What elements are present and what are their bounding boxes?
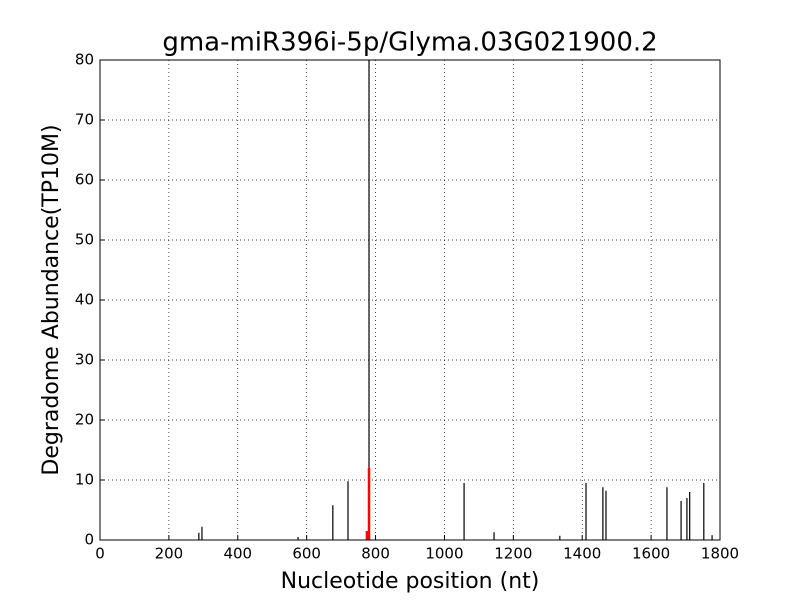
y-tick-label: 0 <box>84 531 94 549</box>
x-tick-label: 400 <box>223 545 252 563</box>
y-axis-label: Degradome Abundance(TP10M) <box>39 124 64 475</box>
x-tick-label: 800 <box>361 545 390 563</box>
x-tick-label: 1400 <box>563 545 601 563</box>
x-tick-label: 1600 <box>632 545 670 563</box>
plot-area <box>99 59 721 541</box>
x-tick-label: 200 <box>155 545 184 563</box>
x-axis-label: Nucleotide position (nt) <box>281 569 540 594</box>
chart-title: gma-miR396i-5p/Glyma.03G021900.2 <box>162 28 657 58</box>
y-tick-label: 30 <box>75 351 94 369</box>
x-tick-label: 600 <box>292 545 321 563</box>
y-tick-label: 10 <box>75 471 94 489</box>
x-tick-label: 1200 <box>494 545 532 563</box>
y-tick-label: 80 <box>75 51 94 69</box>
x-tick-label: 1000 <box>425 545 463 563</box>
y-tick-label: 60 <box>75 171 94 189</box>
y-tick-label: 70 <box>75 111 94 129</box>
y-tick-label: 20 <box>75 411 94 429</box>
x-tick-label: 1800 <box>701 545 739 563</box>
y-tick-label: 40 <box>75 291 94 309</box>
x-tick-label: 0 <box>95 545 105 563</box>
y-tick-label: 50 <box>75 231 94 249</box>
